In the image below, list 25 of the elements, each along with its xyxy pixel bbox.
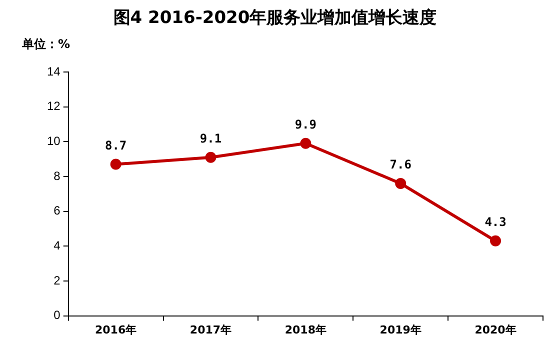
- y-tick-label: 4: [54, 238, 61, 252]
- chart-title: 图4 2016-2020年服务业增加值增长速度: [112, 7, 438, 29]
- y-tick-label: 14: [46, 64, 61, 78]
- y-axis-title: 单位：%: [22, 36, 70, 53]
- x-tick-label: 2016年: [95, 323, 137, 336]
- x-tick-label: 2018年: [284, 323, 326, 336]
- data-label: 7.6: [390, 158, 412, 172]
- y-tick-label: 6: [54, 204, 61, 218]
- y-tick-label: 8: [54, 168, 61, 183]
- data-label: 8.7: [104, 138, 127, 152]
- point: [300, 138, 312, 149]
- point: [205, 152, 216, 163]
- data-label: 4.3: [484, 215, 506, 230]
- point: [490, 235, 502, 246]
- point: [395, 178, 406, 189]
- data-label: 9.1: [200, 131, 222, 146]
- data-label: 9.9: [294, 118, 317, 132]
- x-tick-label: 2020年: [474, 323, 516, 336]
- y-tick-label: 10: [46, 134, 61, 148]
- x-tick-label: 2017年: [190, 323, 232, 336]
- y-tick-label: 2: [54, 273, 61, 288]
- y-tick-label: 12: [46, 99, 61, 114]
- point: [110, 158, 122, 170]
- x-tick-label: 2019年: [380, 323, 422, 336]
- y-tick-label: 0: [54, 308, 61, 322]
